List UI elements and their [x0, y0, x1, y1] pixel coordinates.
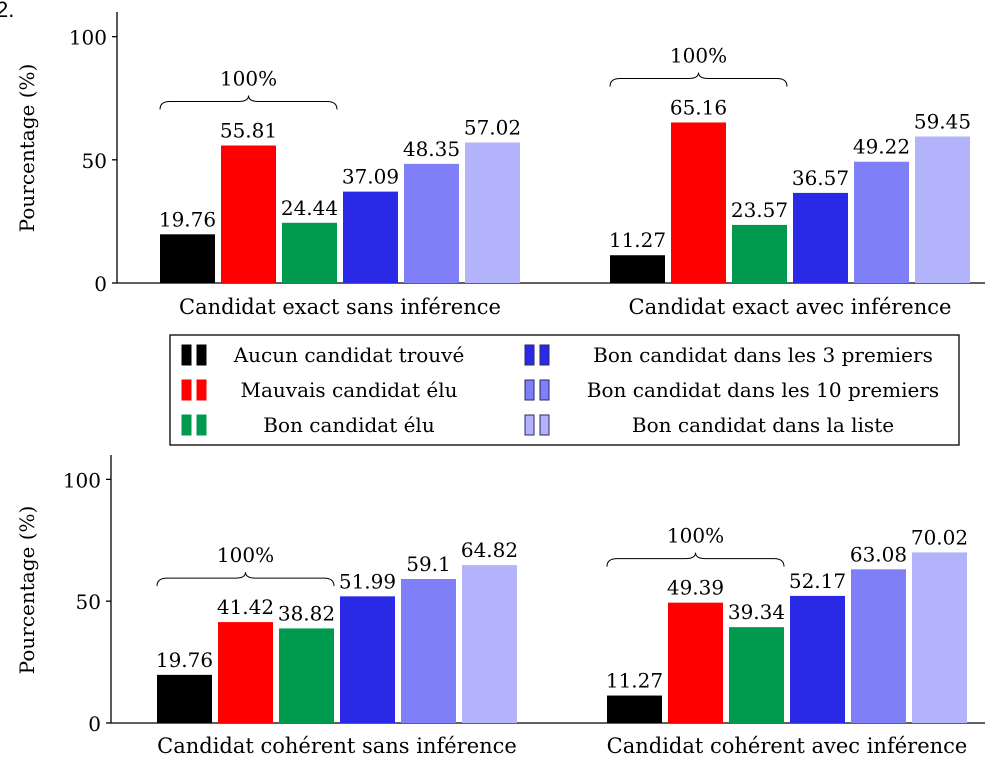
category-label: Candidat cohérent avec inférence — [607, 734, 968, 758]
legend-label: Aucun candidat trouvé — [233, 343, 465, 367]
legend-swatch — [524, 379, 535, 401]
bar-value-label: 70.02 — [911, 525, 968, 549]
bracket — [609, 72, 788, 87]
bar-value-label: 64.82 — [461, 538, 518, 562]
bar-value-label: 52.17 — [789, 569, 846, 593]
legend-swatch — [196, 379, 207, 401]
bar-value-label: 49.22 — [853, 135, 910, 159]
bar-value-label: 57.02 — [464, 116, 521, 140]
bar-value-label: 49.39 — [667, 576, 724, 600]
bar — [915, 136, 970, 283]
bar — [793, 192, 848, 283]
legend-swatch — [181, 414, 192, 436]
bracket-label: 100% — [217, 543, 274, 567]
bar — [732, 224, 787, 283]
bar — [790, 595, 845, 723]
bar — [851, 569, 906, 723]
bar-value-label: 36.57 — [792, 166, 849, 190]
legend-frame — [169, 334, 960, 446]
legend-label: Mauvais candidat élu — [241, 378, 458, 402]
y-axis-label: Pourcentage (%) — [15, 506, 39, 675]
bar-value-label: 19.76 — [156, 648, 213, 672]
bar-value-label: 37.09 — [342, 165, 399, 189]
legend-label: Bon candidat élu — [263, 413, 435, 437]
bar-value-label: 48.35 — [403, 137, 460, 161]
bar — [668, 602, 723, 723]
bar-value-label: 19.76 — [159, 207, 216, 231]
bar-value-label: 59.45 — [914, 110, 971, 134]
bracket — [156, 572, 335, 587]
bar — [729, 627, 784, 723]
legend-swatch — [196, 344, 207, 366]
bracket-label: 100% — [220, 67, 277, 91]
bracket-label: 100% — [667, 524, 724, 548]
bar — [912, 552, 967, 723]
bracket — [606, 552, 785, 567]
legend-swatch — [181, 344, 192, 366]
bar — [160, 234, 215, 283]
category-label: Candidat exact sans inférence — [179, 295, 501, 319]
bar — [854, 161, 909, 283]
bar-value-label: 65.16 — [670, 95, 727, 119]
category-label: Candidat exact avec inférence — [629, 295, 952, 319]
legend-swatch — [539, 344, 550, 366]
bar-value-label: 11.27 — [606, 669, 663, 693]
y-tick-label: 50 — [76, 590, 101, 614]
legend-swatch — [524, 414, 535, 436]
bar — [282, 222, 337, 283]
legend-label: Bon candidat dans les 10 premiers — [587, 378, 939, 402]
bar — [218, 622, 273, 723]
chart-panel-top: 0 50 100 Pourcentage (%) 19.76 55.81 24.4437.0… — [15, 12, 985, 319]
legend-swatch — [196, 414, 207, 436]
y-tick-label: 100 — [69, 26, 107, 50]
y-tick-label: 0 — [88, 712, 101, 736]
bar — [610, 255, 665, 283]
bar — [404, 163, 459, 283]
bar — [671, 122, 726, 283]
bar — [340, 596, 395, 723]
bar — [401, 579, 456, 723]
legend-swatch — [539, 414, 550, 436]
bar — [462, 565, 517, 723]
bracket — [159, 95, 338, 110]
chart-panel-bottom: 0 50 100 Pourcentage (%) 19.76 41.42 38.8251.9… — [15, 455, 985, 758]
bar — [279, 628, 334, 723]
bar-value-label: 11.27 — [609, 228, 666, 252]
y-tick-label: 0 — [94, 272, 107, 296]
legend: Aucun candidat trouvé Mauvais candidat él… — [169, 334, 960, 446]
category-label: Candidat cohérent sans inférence — [157, 734, 517, 758]
legend-swatch — [539, 379, 550, 401]
bar — [607, 695, 662, 723]
bar-value-label: 41.42 — [217, 595, 274, 619]
bar-value-label: 39.34 — [728, 600, 785, 624]
bar — [465, 142, 520, 283]
bar-value-label: 23.57 — [731, 198, 788, 222]
bar-value-label: 24.44 — [281, 196, 338, 220]
bar — [157, 674, 212, 723]
y-tick-label: 100 — [63, 468, 101, 492]
bar-value-label: 55.81 — [220, 119, 277, 143]
legend-swatch — [181, 379, 192, 401]
y-tick-label: 50 — [82, 149, 107, 173]
legend-label: Bon candidat dans les 3 premiers — [593, 343, 933, 367]
y-axis-label: Pourcentage (%) — [15, 64, 39, 233]
bar-value-label: 63.08 — [850, 542, 907, 566]
legend-swatch — [524, 344, 535, 366]
panel-label: 2. — [0, 0, 14, 22]
bar — [343, 191, 398, 283]
bar-value-label: 38.82 — [278, 601, 335, 625]
bar — [221, 145, 276, 283]
bar-value-label: 51.99 — [339, 569, 396, 593]
bar-value-label: 59.1 — [406, 552, 451, 576]
bracket-label: 100% — [670, 43, 727, 67]
legend-label: Bon candidat dans la liste — [632, 413, 894, 437]
